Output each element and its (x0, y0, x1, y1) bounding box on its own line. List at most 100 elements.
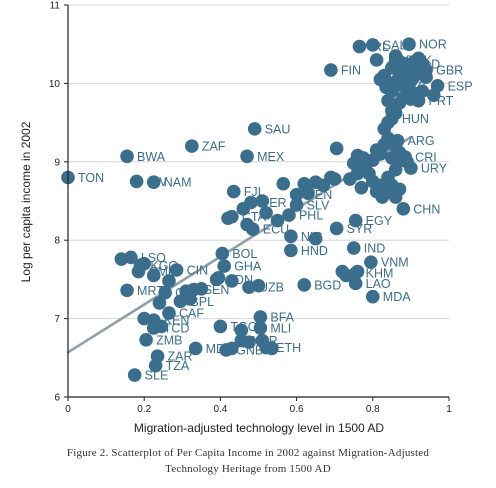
point-label-eth-61: ETH (276, 341, 301, 355)
scatter-point-nam-6 (146, 175, 161, 189)
x-tick-label-4: 0.8 (366, 404, 380, 415)
point-label-cri-19: CRI (415, 151, 437, 165)
point-label-zaf-2: ZAF (202, 140, 226, 154)
point-label-civ-49: CIV (175, 286, 197, 300)
point-label-bgd-45: BGD (314, 278, 341, 292)
data-points (61, 37, 445, 382)
y-axis-label: Log per capita income in 2002 (19, 121, 33, 282)
point-label-nor-10: NOR (419, 38, 447, 52)
scatter-point-fin-7 (324, 63, 338, 77)
point-label-sau-4: SAU (265, 122, 291, 136)
scatter-point-caf-51 (162, 306, 176, 320)
point-label-ury-20: URY (421, 162, 448, 176)
scatter-point-sle-64 (127, 368, 142, 382)
point-label-tgo-54: TGO (230, 320, 257, 334)
scatter-point-gnb-60 (219, 343, 233, 357)
scatter-point-unlabeled-26 (301, 186, 315, 200)
scatter-point-unlabeled-13 (234, 323, 249, 338)
scatter-point-civ-5 (129, 174, 144, 189)
scatter-point-unlabeled-11 (225, 274, 239, 288)
point-label-lao-46: LAO (366, 277, 391, 291)
point-label-sal-9: SAL (383, 38, 407, 52)
scatter-point-civ-49 (158, 285, 172, 300)
point-label-gnb-60: GNB (236, 343, 263, 357)
point-label-egy-31: EGY (366, 214, 393, 228)
scatter-point-bpl-50 (173, 294, 188, 309)
scatter-point-unlabeled-91 (407, 68, 422, 83)
scatter-point-nld-12 (398, 57, 412, 71)
scatter-point-ner-58 (234, 333, 249, 348)
scatter-point-mdg-59 (188, 341, 203, 356)
scatter-point-ind-33 (346, 241, 361, 255)
x-axis-label: Migration-adjusted technology level in 1… (134, 421, 384, 435)
scatter-point-hun-17 (385, 111, 399, 126)
point-label-sen-43: SEN (204, 283, 230, 297)
scatter-point-kgo-41 (133, 258, 148, 273)
point-label-civ-5: CIV (147, 175, 169, 189)
scatter-point-unlabeled-44 (354, 180, 369, 195)
point-label-khm-35: KHM (366, 267, 394, 281)
point-label-fin-7: FIN (341, 64, 361, 78)
scatter-point-phl-26 (282, 208, 296, 222)
scatter-point-cri-19 (398, 150, 412, 164)
point-label-cin-38: CIN (187, 263, 209, 277)
point-label-ken-52: KEN (164, 314, 190, 328)
point-label-mda-47: MDA (383, 290, 411, 304)
scatter-point-khm-35 (348, 266, 363, 280)
scatter-point-lao-46 (348, 276, 363, 291)
figure-caption-line2: Technology Heritage from 1500 AD (165, 463, 331, 475)
scatter-point-bol-36 (215, 246, 230, 261)
scatter-point-zmb-57 (139, 332, 153, 347)
point-label-hun-17: HUN (402, 112, 429, 126)
scatter-point-mli-55 (253, 321, 268, 335)
scatter-point-ecu-28 (245, 222, 260, 237)
scatter-point-chn-21 (396, 202, 411, 216)
point-label-mex-3: MEX (257, 150, 285, 164)
scatter-point-unlabeled-53 (392, 182, 407, 197)
x-tick-label-0: 0 (65, 404, 71, 415)
scatter-point-unlabeled-22 (255, 194, 270, 208)
scatter-point-bfa-56 (253, 310, 268, 324)
scatter-point-uzb-44 (242, 280, 256, 295)
y-tick-label-2: 8 (54, 236, 60, 247)
x-tick-label-5: 1 (446, 404, 452, 415)
point-label-uzb-44: UZB (259, 281, 284, 295)
point-label-per-23: PER (261, 196, 287, 210)
scatter-point-vnm-34 (364, 255, 378, 269)
scatter-point-arg-18 (390, 133, 405, 148)
point-label-slv-25: SLV (307, 198, 330, 212)
point-label-ven-24: VEN (307, 188, 333, 202)
scatter-point-unlabeled-24 (276, 176, 291, 191)
point-label-tza-63: TZA (166, 359, 190, 373)
point-label-ner-58: NER (251, 334, 277, 348)
scatter-point-sau-4 (247, 122, 262, 136)
point-label-phl-26: PHL (299, 209, 323, 223)
scatter-point-mrt-48 (120, 283, 134, 298)
axes (67, 5, 449, 398)
x-tick-label-3: 0.6 (290, 404, 304, 415)
point-label-bfa-56: BFA (270, 311, 294, 325)
point-label-cta-27: CTA (242, 210, 267, 224)
point-label-gbr-13: GBR (436, 64, 463, 78)
point-label-mrt-48: MRT (137, 284, 164, 298)
point-label-nzl-15: NZL (406, 79, 430, 93)
point-label-mli-55: MLI (270, 322, 291, 336)
scatter-point-gha-37 (217, 259, 232, 273)
point-label-arg-18: ARG (408, 134, 435, 148)
point-label-dnk-11: DNK (406, 53, 433, 67)
x-tick-label-2: 0.4 (213, 404, 227, 415)
scatter-point-unlabeled-32 (308, 231, 323, 246)
point-label-sle-64: SLE (145, 369, 169, 383)
point-label-nld-12: NLD (415, 57, 440, 71)
scatter-point-sen-43 (186, 282, 201, 297)
scatter-point-sal-9 (366, 38, 380, 52)
point-label-bpl-50: BPL (190, 295, 214, 309)
scatter-point-hnd-30 (284, 243, 298, 258)
scatter-point-per-23 (244, 195, 258, 210)
point-label-tcd-53: TCD (164, 322, 190, 336)
point-label-nic-29: NIC (301, 230, 323, 244)
scatter-point-esp-14 (430, 78, 445, 93)
scatter-point-unlabeled-92 (411, 51, 426, 66)
scatter-point-tcd-53 (146, 321, 161, 335)
